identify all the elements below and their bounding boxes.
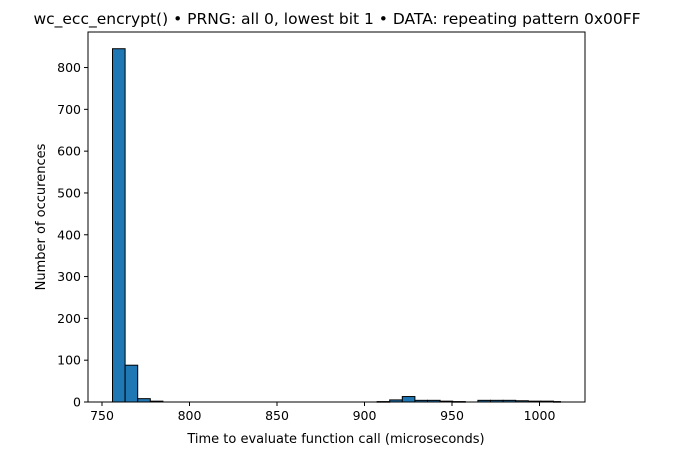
x-tick-label: 800 — [178, 408, 202, 423]
histogram-bar — [401, 396, 416, 403]
y-tick-label: 300 — [57, 269, 81, 284]
histogram-bar — [112, 48, 126, 403]
y-tick-label: 100 — [57, 353, 81, 368]
x-tick-label: 1000 — [524, 408, 556, 423]
plot-area-frame — [87, 31, 586, 403]
chart-title: wc_ecc_encrypt() • PRNG: all 0, lowest b… — [33, 10, 640, 29]
y-tick-label: 800 — [57, 60, 81, 75]
y-tick-label: 200 — [57, 311, 81, 326]
y-tick-label: 0 — [73, 395, 81, 410]
histogram-bar — [124, 364, 139, 403]
x-axis-ticks: 750 800 850 900 950 1000 — [90, 402, 555, 423]
x-tick-label: 750 — [90, 408, 114, 423]
x-axis-label: Time to evaluate function call (microsec… — [186, 432, 484, 447]
x-tick-label: 950 — [440, 408, 464, 423]
x-tick-label: 850 — [265, 408, 289, 423]
y-tick-label: 700 — [57, 102, 81, 117]
y-tick-label: 500 — [57, 185, 81, 200]
y-tick-label: 400 — [57, 227, 81, 242]
y-axis-label: Number of occurences — [34, 143, 49, 290]
y-tick-label: 600 — [57, 144, 81, 159]
histogram-bar — [137, 398, 151, 403]
x-tick-label: 900 — [353, 408, 377, 423]
y-axis-ticks: 0 100 200 300 400 500 600 700 800 — [57, 60, 88, 410]
